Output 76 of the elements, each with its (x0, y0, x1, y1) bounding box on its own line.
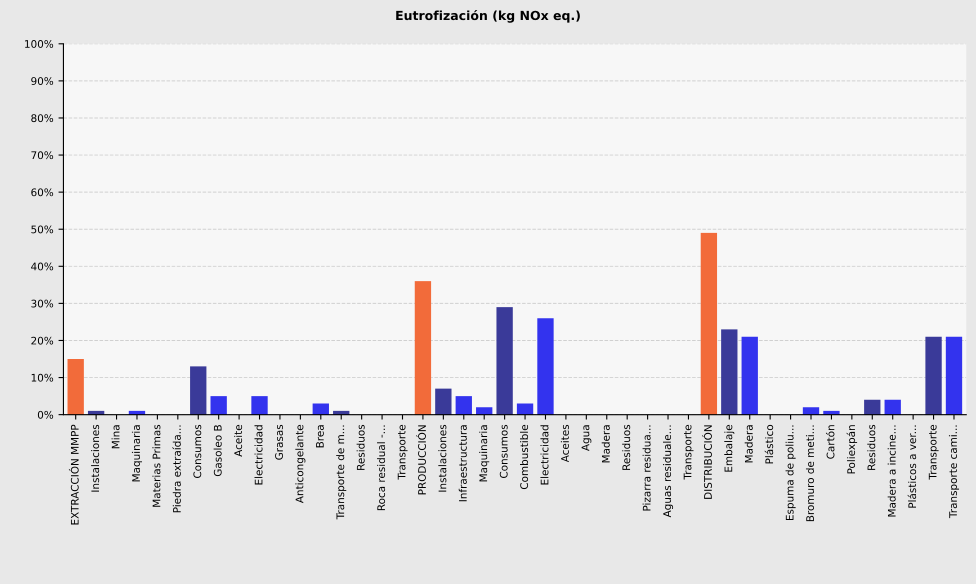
x-tick-label: Consumos (193, 424, 202, 478)
x-tick-label: Combustible (520, 424, 528, 490)
bar (496, 307, 513, 415)
x-tick-label: Transporte (398, 424, 408, 480)
x-tick-label: Cartón (826, 425, 834, 459)
x-tick-label: Anticongelante (295, 424, 306, 504)
bar (864, 400, 880, 415)
x-tick-label: Aceites (560, 424, 569, 462)
bar (537, 318, 554, 415)
x-tick-label: Roca residual -... (377, 425, 386, 510)
x-tick-label: Madera a incine... (888, 425, 896, 516)
x-tick-label: Instalaciones (91, 424, 100, 492)
y-tick-label: 30% (31, 300, 54, 308)
x-tick-label: Poliexpán (846, 425, 858, 474)
bar (884, 400, 901, 415)
x-tick-label: Transporte (928, 424, 939, 480)
x-tick-label: Consumos (500, 424, 508, 478)
x-tick-label: Grasas (275, 424, 283, 460)
bar (700, 232, 718, 415)
y-tick-label: 80% (31, 114, 54, 122)
x-tick-label: Bromuro de meti... (806, 425, 814, 522)
bar (190, 366, 206, 415)
bar (312, 404, 329, 415)
y-tick-label: 50% (31, 225, 54, 234)
y-tick-label: 90% (31, 77, 54, 85)
x-tick-label: Maquinaria (132, 425, 142, 482)
x-tick-label: Transporte cami... (948, 425, 960, 518)
x-tick-label: Aguas residuale... (662, 425, 674, 518)
bar (414, 281, 432, 415)
x-tick-label: Electricidad (254, 425, 263, 484)
x-tick-label: DISTRIBUCIÓN (702, 425, 712, 499)
x-tick-label: Residuos (867, 424, 876, 470)
y-tick-label: 70% (31, 151, 54, 160)
x-tick-label: Embalaje (724, 424, 734, 472)
bar (802, 407, 820, 415)
bar (721, 329, 738, 415)
x-tick-label: Madera (744, 425, 753, 462)
x-tick-label: Espuma de poliu... (786, 425, 796, 520)
bar (946, 336, 962, 415)
y-tick-label: 10% (32, 374, 54, 382)
x-tick-label: Piedra extraída... (172, 425, 181, 512)
x-tick-label: PRODUCCIÓN (416, 425, 426, 494)
x-tick-label: Transporte (684, 424, 694, 480)
bar (742, 336, 758, 415)
y-tick-label: 40% (31, 262, 54, 270)
bar (476, 407, 492, 415)
bar (435, 388, 452, 415)
x-tick-label: Madera (602, 425, 610, 462)
y-tick-label: 60% (31, 188, 54, 196)
x-tick-label: Brea (316, 425, 324, 448)
x-tick-label: Maquinaria (479, 425, 490, 482)
y-tick-label: 20% (31, 336, 54, 345)
y-tick-label: 100% (25, 40, 54, 48)
x-tick-label: Plásticos a ver... (908, 425, 916, 508)
bar (456, 396, 472, 415)
bar (210, 396, 227, 415)
x-tick-label: Gasoleo B (214, 425, 222, 476)
x-tick-label: Electricidad (540, 425, 548, 484)
x-tick-label: Instalaciones (438, 424, 446, 492)
x-tick-label: Pizarra residua... (642, 425, 651, 511)
x-tick-label: Plástico (764, 424, 774, 464)
bar (68, 359, 84, 415)
x-tick-label: EXTRACCIÓN MMPP (68, 424, 79, 524)
bar (516, 404, 534, 415)
y-tick-label: 0% (38, 410, 54, 419)
bar (925, 336, 942, 415)
x-tick-label: Aceite (234, 424, 242, 457)
chart-title: Eutrofización (kg NOx eq.) (396, 10, 580, 23)
x-tick-label: Residuos (356, 424, 365, 470)
bar (251, 396, 268, 415)
x-tick-label: Infraestructura (458, 425, 467, 502)
x-tick-label: Agua (582, 425, 592, 452)
x-tick-label: Transporte de m... (336, 425, 346, 520)
x-tick-label: Materias Primas (152, 424, 160, 507)
x-tick-label: Residuos (622, 424, 630, 470)
x-tick-label: Mina (112, 425, 120, 448)
